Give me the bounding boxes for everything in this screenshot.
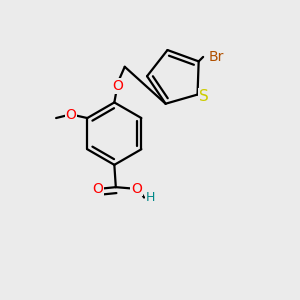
Text: Br: Br <box>209 50 224 64</box>
Text: O: O <box>112 79 123 93</box>
Text: O: O <box>131 182 142 196</box>
Text: O: O <box>65 108 76 122</box>
Text: O: O <box>92 182 103 196</box>
Text: S: S <box>199 88 209 104</box>
Text: H: H <box>146 191 155 204</box>
